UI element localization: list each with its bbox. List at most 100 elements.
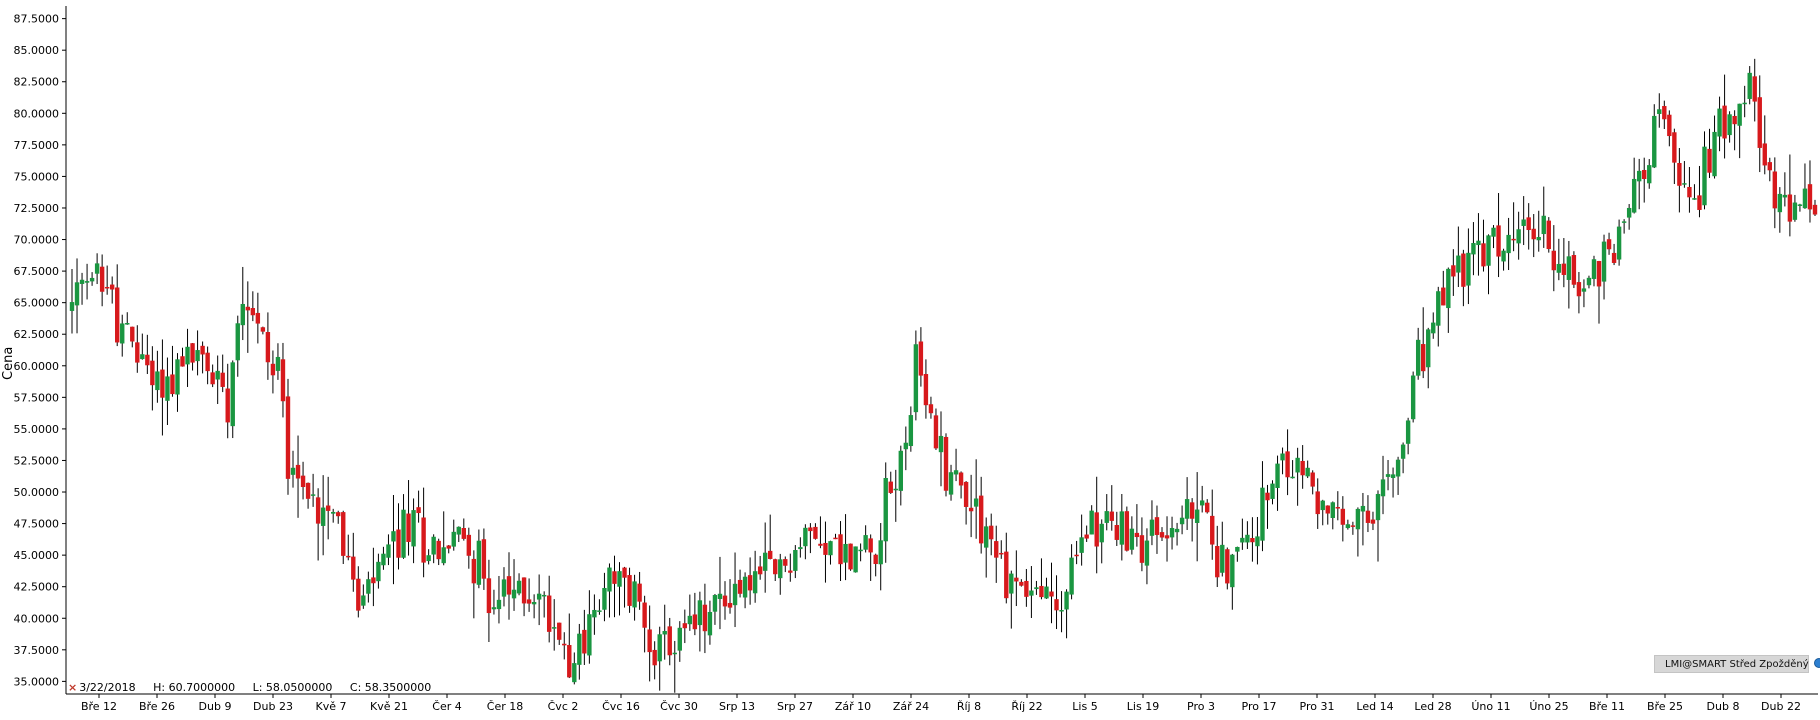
candle-body [1039,585,1044,598]
candle-body [1019,581,1024,586]
candle-body [1471,243,1476,255]
candle-body [853,546,858,573]
candle-body [798,547,803,550]
candle-body [863,535,868,550]
candle-body [1174,528,1180,533]
candle-body [1717,108,1722,137]
candle-body [973,498,979,507]
candle-body [1561,263,1567,275]
candle-body [1792,202,1798,220]
candle-body [1270,483,1275,499]
candle-body [933,415,939,449]
candle-body [115,287,120,343]
candle-body [386,544,391,558]
candle-body [1732,115,1737,125]
candle-body [1426,329,1431,368]
y-tick-label: 82.5000 [14,76,60,89]
candle-body [1109,511,1114,521]
candle-body [1235,546,1240,552]
candle-body [667,626,672,656]
candle-body [1225,549,1230,584]
candle-body [1285,451,1290,478]
candle-body [1149,519,1155,536]
candle-body [923,374,929,406]
candle-body [793,550,798,571]
x-tick-label: Bře 12 [81,700,117,713]
candle-body [1059,610,1064,612]
candle-body [371,577,376,584]
data-source-badge[interactable]: LMI@SMART Střed Zpožděný [1654,655,1820,673]
candle-body [406,513,411,542]
candle-body [336,512,341,517]
y-tick-label: 40.0000 [14,612,60,625]
candle-body [1194,509,1200,523]
candle-body [315,497,321,524]
y-tick-label: 75.0000 [14,170,60,183]
candle-body [803,527,808,547]
candle-body [888,481,893,493]
candle-body [1807,184,1813,210]
candle-body [1154,517,1160,535]
candle-body [1722,105,1727,139]
candle-body [381,553,386,566]
candle-body [481,539,487,579]
candle-body [1245,534,1250,543]
candle-body [1179,517,1185,525]
candle-body [1591,259,1597,279]
candle-body [983,526,989,548]
candle-body [366,579,371,594]
candle-body [1400,444,1406,459]
candle-body [737,579,743,594]
candle-body [577,633,582,665]
candle-body [310,494,316,496]
x-tick-label: Srp 27 [777,700,813,713]
candle-body [1240,537,1245,543]
candle-body [1461,253,1466,287]
candle-body [265,332,271,363]
candle-body [742,576,748,598]
candle-body [1611,252,1617,263]
candle-body [1596,261,1602,287]
candle-body [396,529,401,558]
close-icon[interactable]: × [68,681,78,694]
candle-body [295,464,301,479]
candle-body [617,571,622,587]
candle-body [1004,551,1009,599]
candle-body [275,356,281,371]
candle-body [722,595,728,607]
candle-body [1205,502,1210,513]
candle-body [150,360,155,386]
candle-body [727,602,733,608]
candle-body [1290,476,1295,479]
candle-body [516,580,522,594]
candle-body [1536,237,1541,241]
candle-body [305,482,311,499]
candle-body [1350,525,1356,527]
candle-body [1029,590,1034,596]
y-tick-label: 77.5000 [14,139,60,152]
candle-body [607,567,612,592]
candle-body [491,607,497,610]
candle-body [1405,420,1411,444]
candle-body [1119,511,1125,545]
candle-body [1199,500,1205,506]
candle-body [1772,171,1778,209]
candle-body [953,470,959,475]
candle-body [773,559,778,575]
candle-body [411,510,416,547]
candle-body [652,649,657,666]
x-tick-label: Pro 31 [1300,700,1335,713]
candle-body [205,352,210,372]
candle-body [1636,170,1642,182]
y-tick-label: 85.0000 [14,44,60,57]
y-tick-label: 52.5000 [14,454,60,467]
candle-body [717,593,723,599]
candle-body [873,554,878,565]
candle-body [1672,132,1677,163]
candle-body [200,345,205,355]
candle-body [943,436,949,491]
y-tick-label: 72.5000 [14,202,60,215]
candle-body [622,567,627,578]
candle-body [778,559,783,579]
